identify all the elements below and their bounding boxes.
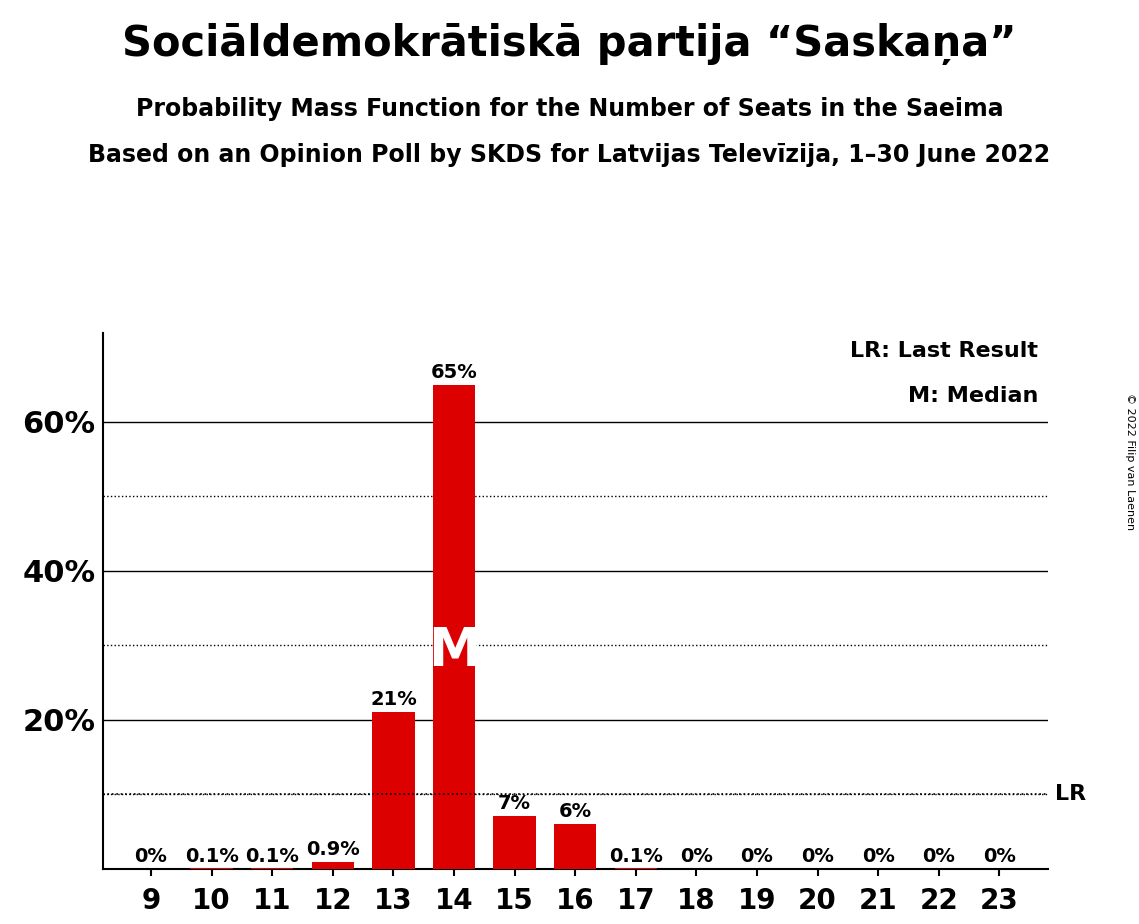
- Text: Based on an Opinion Poll by SKDS for Latvijas Televīzija, 1–30 June 2022: Based on an Opinion Poll by SKDS for Lat…: [89, 143, 1050, 167]
- Bar: [433, 384, 475, 869]
- Text: 6%: 6%: [558, 802, 592, 821]
- Bar: [372, 712, 415, 869]
- Text: 0.1%: 0.1%: [609, 846, 663, 866]
- Text: M: Median: M: Median: [908, 386, 1039, 407]
- Text: Probability Mass Function for the Number of Seats in the Saeima: Probability Mass Function for the Number…: [136, 97, 1003, 121]
- Bar: [493, 817, 535, 869]
- Bar: [312, 862, 354, 869]
- Text: LR: LR: [1055, 784, 1085, 804]
- Text: Sociāldemokrātiskā partija “Saskaņa”: Sociāldemokrātiskā partija “Saskaņa”: [122, 23, 1017, 65]
- Text: 0%: 0%: [134, 846, 167, 866]
- Text: 0%: 0%: [801, 846, 834, 866]
- Text: 0%: 0%: [680, 846, 713, 866]
- Text: M: M: [428, 625, 481, 677]
- Text: 65%: 65%: [431, 363, 477, 382]
- Text: 0%: 0%: [983, 846, 1016, 866]
- Text: 0%: 0%: [740, 846, 773, 866]
- Text: 7%: 7%: [498, 795, 531, 813]
- Text: LR: Last Result: LR: Last Result: [851, 341, 1039, 360]
- Text: 0.9%: 0.9%: [306, 840, 360, 859]
- Text: © 2022 Filip van Laenen: © 2022 Filip van Laenen: [1125, 394, 1134, 530]
- Text: 0.1%: 0.1%: [185, 846, 238, 866]
- Text: 0%: 0%: [923, 846, 956, 866]
- Text: 21%: 21%: [370, 690, 417, 710]
- Bar: [554, 824, 597, 869]
- Text: 0%: 0%: [862, 846, 894, 866]
- Text: 0.1%: 0.1%: [245, 846, 300, 866]
